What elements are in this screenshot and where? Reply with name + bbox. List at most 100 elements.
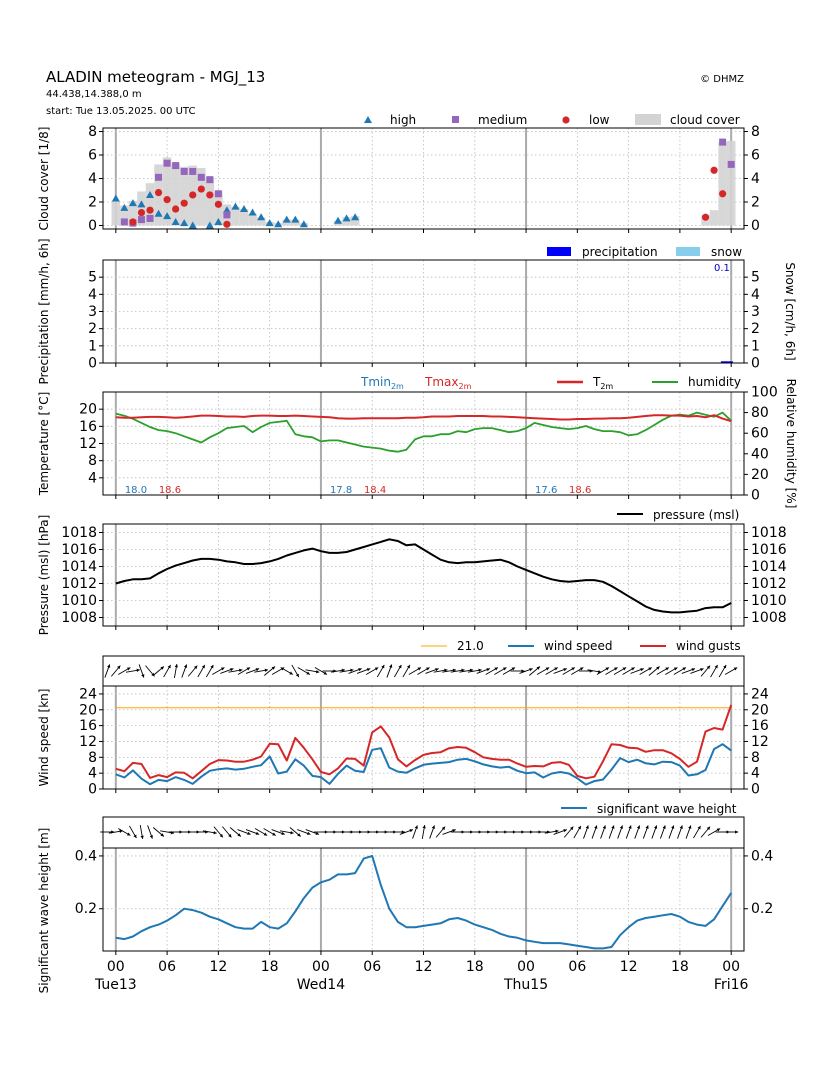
wave-arrow <box>608 825 615 839</box>
wave-arrow <box>271 829 285 835</box>
wind-gusts-line <box>115 704 733 780</box>
high-cloud-point <box>120 203 129 211</box>
cloud-y2-tick-label: 2 <box>751 194 760 210</box>
x-tick-label: 00 <box>722 959 740 975</box>
wind-barb <box>402 664 411 678</box>
wind-barb-head <box>141 674 145 678</box>
wind-barb-head <box>469 668 474 672</box>
wind-barb <box>314 667 328 675</box>
temp-y-tick-label: 4 <box>88 470 97 486</box>
wind-barb-head <box>682 667 686 671</box>
x-tick-label: 06 <box>363 959 381 975</box>
wave-arrow-head <box>679 825 683 829</box>
wave-arrow-head <box>126 832 131 836</box>
wind-barb <box>386 664 393 678</box>
temp-y2-tick-label: 0 <box>751 488 760 504</box>
wave-arrow <box>412 825 418 839</box>
wind-barb <box>545 667 558 675</box>
day-label: Fri16 <box>714 977 749 993</box>
wave-arrow <box>229 827 242 837</box>
cloud-y2-tick-label: 8 <box>751 124 760 140</box>
wind-barb <box>339 668 354 673</box>
wave-arrow-head <box>441 826 446 831</box>
humidity-line <box>115 411 732 453</box>
wave-arrow <box>544 829 559 834</box>
pressure-y2-tick-label: 1008 <box>751 610 787 626</box>
wave-arrow-head <box>671 825 675 829</box>
wind-barb <box>365 667 379 675</box>
wind-barb-head <box>295 673 299 678</box>
wind-barb <box>639 667 653 675</box>
temp-y-tick-label: 8 <box>88 453 97 469</box>
wind-barb <box>212 667 225 675</box>
wave-arrow-head <box>602 825 606 829</box>
wind-barb <box>690 668 704 674</box>
wind-barb <box>205 664 214 678</box>
wind-barb <box>562 667 576 675</box>
medium-cloud-point <box>172 162 180 170</box>
precip-y-tick-label: 3 <box>88 304 97 320</box>
legend-low-label: low <box>589 113 610 127</box>
start-time: start: Tue 13.05.2025. 00 UTC <box>46 106 195 117</box>
wind-barb <box>118 667 131 675</box>
legend-humidity-label: humidity <box>688 375 741 389</box>
wave-arrow <box>194 830 209 834</box>
wave-arrow <box>700 826 711 838</box>
medium-cloud-point <box>155 173 163 181</box>
wind-barb <box>502 667 516 675</box>
copyright: © DHMZ <box>700 74 744 85</box>
wave-arrow <box>421 825 426 839</box>
cloud-cover-bar <box>137 191 146 226</box>
wind-barb <box>681 668 696 674</box>
daily-tmax-label: 18.6 <box>159 485 181 496</box>
wind-barb <box>197 664 206 678</box>
precip-y-tick-label: 2 <box>88 321 97 337</box>
wind-barb-head <box>136 668 140 672</box>
wind-y2-tick-label: 4 <box>751 766 760 782</box>
pressure-y-tick-label: 1014 <box>61 559 97 575</box>
wind-barb <box>425 668 439 674</box>
wind-barb-head <box>673 667 678 671</box>
cloud-y-tick-label: 4 <box>88 171 97 187</box>
wind-y2-tick-label: 20 <box>751 702 769 718</box>
wind-barb-head <box>461 668 465 672</box>
wind-y2-tick-label: 16 <box>751 718 769 734</box>
wave-y2-tick-label: 0.4 <box>751 848 773 864</box>
medium-cloud-point <box>214 190 222 198</box>
wind-barb-head <box>691 668 696 672</box>
wave-arrow-head <box>645 825 649 829</box>
wind-barb-head <box>323 671 328 675</box>
x-tick-label: 12 <box>415 959 433 975</box>
wind-barb <box>173 664 178 678</box>
wave-arrow <box>707 828 721 836</box>
wind-barb <box>181 664 188 678</box>
wave-arrow <box>108 829 123 834</box>
x-tick-label: 00 <box>107 959 125 975</box>
wind-barb <box>104 664 111 678</box>
wind-barb-head <box>640 668 644 672</box>
wave-arrow <box>152 827 165 837</box>
wave-arrow <box>263 828 276 836</box>
wind-y2-tick-label: 8 <box>751 750 760 766</box>
high-cloud-point <box>128 199 137 207</box>
wind-barb-head <box>406 664 410 669</box>
wave-arrow <box>693 825 701 839</box>
pressure-panel: 1008101010121014101610181008101010121014… <box>37 508 787 635</box>
high-cloud-point <box>240 205 249 213</box>
wave-arrow-head <box>228 833 232 838</box>
wave-arrow-head <box>422 825 426 829</box>
wind-barb-head <box>183 664 188 668</box>
wave-frame <box>102 847 745 952</box>
wave-arrow-head <box>149 835 153 839</box>
wave-arrow <box>668 825 675 839</box>
legend-cloud-cover-label: cloud cover <box>670 113 740 127</box>
medium-cloud-point <box>137 216 145 224</box>
precip-y-tick-label: 0 <box>88 356 97 372</box>
wind-barb <box>587 669 602 674</box>
wave-arrow <box>591 825 598 839</box>
wind-barb-head <box>374 667 379 671</box>
wind-barb-head <box>271 666 276 670</box>
high-cloud-point <box>146 190 155 198</box>
legend-t2m-text: T <box>592 375 601 389</box>
high-cloud-point <box>274 220 283 228</box>
